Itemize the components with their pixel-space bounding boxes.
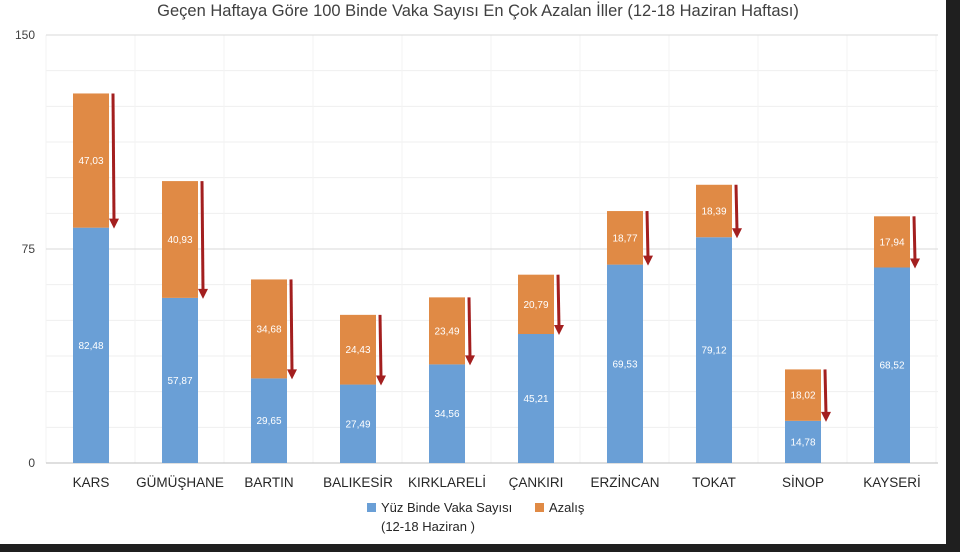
legend: Yüz Binde Vaka Sayısı (12-18 Haziran ) Aza… <box>367 500 585 534</box>
x-tick-label: KIRKLARELİ <box>408 475 486 490</box>
bar-vaka <box>518 334 554 463</box>
decrease-arrow <box>554 274 564 336</box>
bar-azalis <box>785 369 821 421</box>
chart: Geçen Haftaya Göre 100 Binde Vaka Sayısı… <box>15 1 938 534</box>
bar-vaka <box>429 364 465 463</box>
data-label-azalis: 24,43 <box>345 345 370 356</box>
bar-vaka <box>340 384 376 463</box>
y-tick-label: 0 <box>28 456 35 470</box>
bar-azalis <box>340 314 376 385</box>
bars: 82,48 47,03 57,87 40,93 29,65 34,68 27,49 24,43… <box>73 93 910 463</box>
x-tick-label: ÇANKIRI <box>509 475 564 490</box>
bar-azalis <box>874 216 910 268</box>
legend-item-azalis: Azalış <box>535 500 585 515</box>
x-tick-label: TOKAT <box>692 475 736 490</box>
x-tick-label: ERZİNCAN <box>590 475 659 490</box>
bar-vaka <box>785 420 821 463</box>
x-tick-label: BARTIN <box>244 475 293 490</box>
x-tick-label: BALIKESİR <box>323 475 393 490</box>
chart-frame: Geçen Haftaya Göre 100 Binde Vaka Sayısı… <box>0 0 946 544</box>
bar-vaka <box>607 264 643 463</box>
decrease-arrow <box>109 93 119 229</box>
data-label-vaka: 14,78 <box>790 437 815 448</box>
decrease-arrows <box>109 93 920 422</box>
bar-azalis <box>73 93 109 228</box>
data-label-vaka: 29,65 <box>256 416 281 427</box>
data-label-azalis: 18,77 <box>612 233 637 244</box>
legend-swatch <box>535 503 544 512</box>
data-label-vaka: 68,52 <box>879 361 904 372</box>
legend-swatch <box>367 503 376 512</box>
bar-vaka <box>251 378 287 463</box>
legend-label: Azalış <box>549 500 585 515</box>
bar-vaka <box>696 237 732 463</box>
data-label-vaka: 27,49 <box>345 419 370 430</box>
data-label-azalis: 17,94 <box>879 237 904 248</box>
bar-vaka <box>73 227 109 463</box>
decrease-arrow <box>376 314 386 386</box>
decrease-arrow <box>910 216 920 269</box>
data-label-azalis: 18,02 <box>790 391 815 402</box>
decrease-arrow <box>643 211 653 266</box>
y-tick-label: 75 <box>22 242 36 256</box>
bar-azalis <box>251 279 287 379</box>
data-label-vaka: 79,12 <box>701 346 726 357</box>
bar-vaka <box>874 267 910 463</box>
x-tick-label: GÜMÜŞHANE <box>136 475 224 490</box>
data-label-vaka: 69,53 <box>612 359 637 370</box>
data-label-azalis: 47,03 <box>78 156 103 167</box>
bar-azalis <box>518 274 554 335</box>
bar-vaka <box>162 297 198 463</box>
decrease-arrow <box>465 297 475 366</box>
y-tick-label: 150 <box>15 28 35 42</box>
data-label-azalis: 18,39 <box>701 207 726 218</box>
data-label-vaka: 82,48 <box>78 341 103 352</box>
x-tick-label: KARS <box>73 475 110 490</box>
x-tick-label: SİNOP <box>782 475 824 490</box>
data-label-azalis: 40,93 <box>167 235 192 246</box>
data-label-azalis: 20,79 <box>523 300 548 311</box>
x-axis: KARS GÜMÜŞHANE BARTIN BALIKESİR KIRKLARELİ ÇA… <box>73 475 921 490</box>
decrease-arrow <box>821 369 831 422</box>
x-tick-label: KAYSERİ <box>863 475 921 490</box>
legend-label: (12-18 Haziran ) <box>381 519 475 534</box>
decrease-arrow <box>287 279 297 380</box>
chart-title: Geçen Haftaya Göre 100 Binde Vaka Sayısı… <box>157 1 799 20</box>
decrease-arrow <box>198 181 208 299</box>
data-label-azalis: 23,49 <box>434 326 459 337</box>
bar-azalis <box>696 184 732 238</box>
bar-azalis <box>429 297 465 365</box>
data-label-azalis: 34,68 <box>256 324 281 335</box>
data-label-vaka: 45,21 <box>523 394 548 405</box>
data-label-vaka: 57,87 <box>167 376 192 387</box>
decrease-arrow <box>732 184 742 239</box>
legend-item-vaka: Yüz Binde Vaka Sayısı (12-18 Haziran ) <box>367 500 512 534</box>
bar-azalis <box>607 211 643 265</box>
data-label-vaka: 34,56 <box>434 409 459 420</box>
bar-azalis <box>162 181 198 298</box>
legend-label: Yüz Binde Vaka Sayısı <box>381 500 512 515</box>
